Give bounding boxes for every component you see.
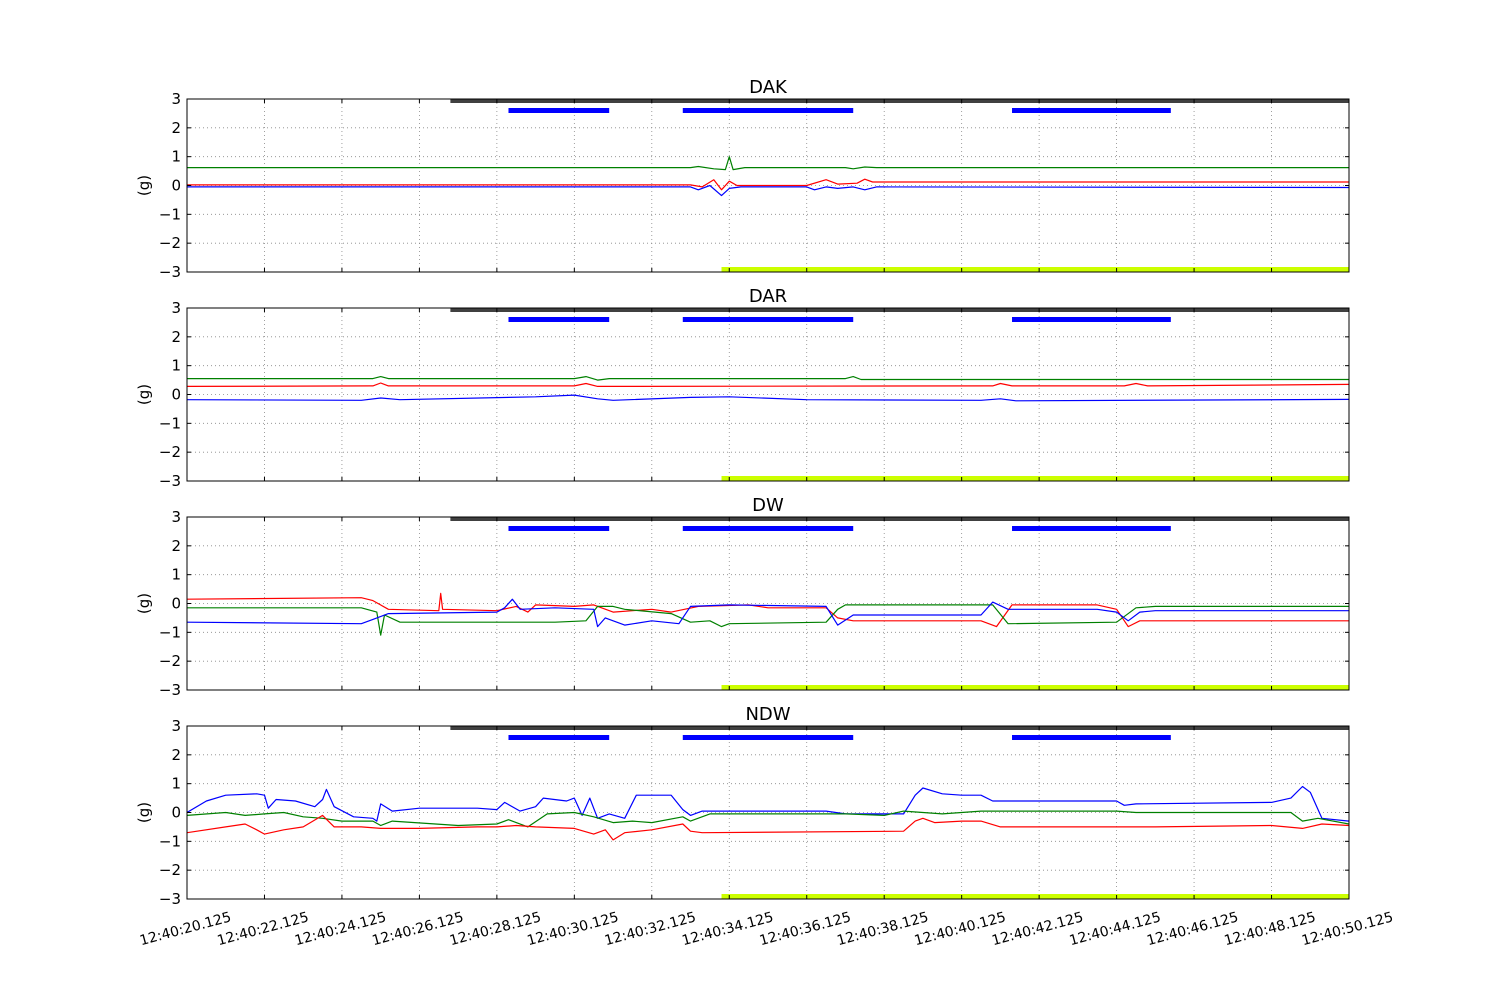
y-tick-label: −3 — [159, 890, 181, 908]
yellow-event-band — [721, 476, 1349, 481]
blue-event-band — [682, 735, 854, 740]
blue-event-band — [508, 735, 610, 740]
blue-event-band — [508, 317, 610, 322]
series-line-red — [187, 592, 1349, 628]
panel-plot-area — [187, 308, 1349, 481]
y-axis-label: (g) — [135, 593, 153, 614]
series-line-green — [187, 810, 1349, 828]
blue-event-band — [508, 108, 610, 113]
y-tick-label: 1 — [171, 775, 181, 793]
panel-plot-area — [187, 726, 1349, 899]
blue-event-band — [1012, 317, 1171, 322]
blue-event-band — [682, 317, 854, 322]
blue-event-band — [1012, 526, 1171, 531]
y-tick-label: 2 — [171, 119, 181, 137]
yellow-event-band — [721, 685, 1349, 690]
panel-dak: −3 −2 −1 0 1 2 3 DAK (g) — [135, 77, 1350, 281]
panel-title: DAK — [749, 77, 788, 98]
gray-event-band — [450, 99, 1349, 103]
y-tick-label: 2 — [171, 328, 181, 346]
series-line-red — [187, 814, 1349, 841]
panel-dw: −3 −2 −1 0 1 2 3 DW (g) — [135, 495, 1350, 699]
y-tick-label: −2 — [159, 652, 181, 670]
series-line-blue — [187, 598, 1349, 628]
y-axis-label: (g) — [135, 802, 153, 823]
y-tick-label: 0 — [171, 177, 181, 195]
series-line-blue — [187, 785, 1349, 822]
panel-title: DW — [752, 495, 784, 516]
y-tick-label: 2 — [171, 537, 181, 555]
y-tick-label: 0 — [171, 386, 181, 404]
y-tick-label: −1 — [159, 414, 181, 432]
panel-title: DAR — [749, 286, 787, 307]
y-tick-label: 3 — [171, 508, 181, 526]
blue-event-band — [682, 526, 854, 531]
y-tick-label: −2 — [159, 234, 181, 252]
chart-panels: −3 −2 −1 0 1 2 3 DAK (g) −3 −2 −1 0 1 2 3 DAR (g) −3 −2 −1 0 1… — [135, 77, 1350, 908]
blue-event-band — [1012, 108, 1171, 113]
y-tick-label: 3 — [171, 717, 181, 735]
y-tick-label: 0 — [171, 804, 181, 822]
panel-ndw: −3 −2 −1 0 1 2 3 NDW (g) — [135, 704, 1350, 908]
x-axis: 12:40:20.12512:40:22.12512:40:24.12512:4… — [138, 909, 1395, 949]
y-tick-label: −1 — [159, 205, 181, 223]
y-tick-label: 1 — [171, 357, 181, 375]
y-tick-label: −2 — [159, 443, 181, 461]
panel-plot-area — [187, 517, 1349, 690]
gray-event-band — [450, 517, 1349, 521]
y-axis-label: (g) — [135, 384, 153, 405]
yellow-event-band — [721, 894, 1349, 899]
gray-event-band — [450, 308, 1349, 312]
panel-dar: −3 −2 −1 0 1 2 3 DAR (g) — [135, 286, 1350, 490]
y-tick-label: 3 — [171, 90, 181, 108]
y-tick-label: −3 — [159, 472, 181, 490]
series-line-red — [187, 382, 1349, 387]
panel-title: NDW — [745, 704, 790, 725]
series-line-green — [187, 604, 1349, 636]
y-tick-label: 2 — [171, 746, 181, 764]
y-tick-label: 3 — [171, 299, 181, 317]
blue-event-band — [682, 108, 854, 113]
series-line-red — [187, 178, 1349, 191]
y-tick-label: −1 — [159, 832, 181, 850]
y-tick-label: −2 — [159, 861, 181, 879]
y-tick-label: 1 — [171, 148, 181, 166]
series-line-blue — [187, 394, 1349, 402]
blue-event-band — [508, 526, 610, 531]
y-axis-label: (g) — [135, 175, 153, 196]
series-line-blue — [187, 184, 1349, 197]
y-tick-label: −3 — [159, 263, 181, 281]
yellow-event-band — [721, 267, 1349, 272]
series-line-green — [187, 376, 1349, 381]
panel-plot-area — [187, 99, 1349, 272]
y-tick-label: −3 — [159, 681, 181, 699]
series-line-green — [187, 156, 1349, 171]
blue-event-band — [1012, 735, 1171, 740]
y-tick-label: −1 — [159, 623, 181, 641]
gray-event-band — [450, 726, 1349, 730]
y-tick-label: 1 — [171, 566, 181, 584]
y-tick-label: 0 — [171, 595, 181, 613]
